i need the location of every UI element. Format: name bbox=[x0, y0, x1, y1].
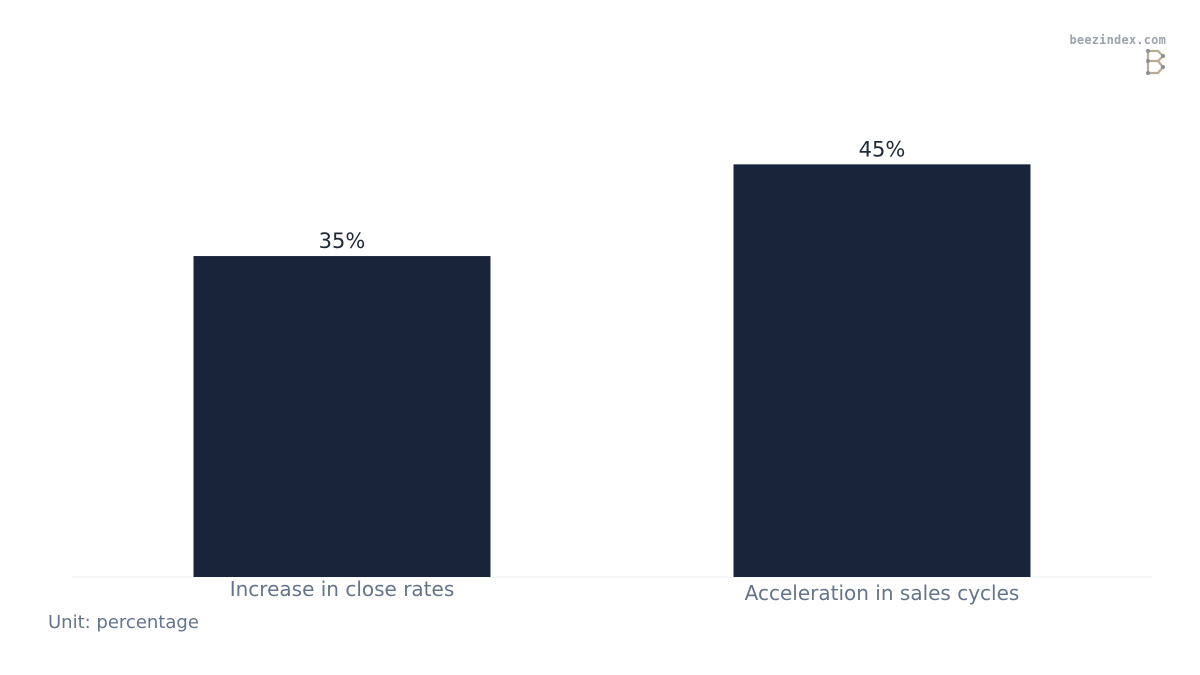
category-label-1: Increase in close rates bbox=[230, 577, 455, 601]
b-logo-icon bbox=[1146, 49, 1165, 75]
bar-2 bbox=[733, 164, 1031, 577]
category-label-2: Acceleration in sales cycles bbox=[745, 581, 1020, 605]
bar-value-label-1: 35% bbox=[319, 229, 366, 253]
bar-1 bbox=[193, 256, 491, 577]
bar-value-label-2: 45% bbox=[859, 137, 906, 161]
brand-watermark: beezindex.com bbox=[1069, 33, 1166, 75]
brand-site-text: beezindex.com bbox=[1069, 33, 1166, 47]
unit-note: Unit: percentage bbox=[48, 612, 199, 633]
